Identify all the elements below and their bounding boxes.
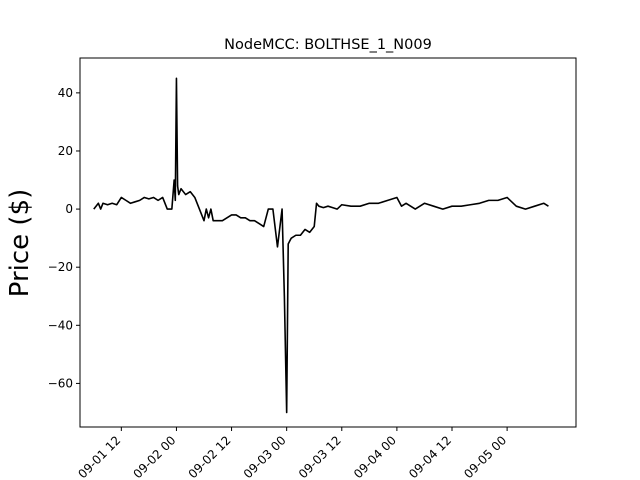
y-tick-label: −20 xyxy=(48,260,73,274)
y-tick-label: −60 xyxy=(48,376,73,390)
x-axis: 09-01 12 09-02 00 09-02 12 09-03 00 09-03 12… xyxy=(75,427,509,480)
y-tick-label: 20 xyxy=(58,144,73,158)
y-axis: 40 20 0 −20 −40 −60 xyxy=(48,86,80,390)
x-tick-label: 09-04 12 xyxy=(406,433,454,480)
x-tick-label: 09-03 12 xyxy=(296,433,344,480)
y-tick-label: −40 xyxy=(48,318,73,332)
x-tick-label: 09-03 00 xyxy=(241,433,289,480)
x-tick-label: 09-04 00 xyxy=(351,433,399,480)
chart-title: NodeMCC: BOLTHSE_1_N009 xyxy=(224,37,432,53)
y-tick-label: 0 xyxy=(65,202,73,216)
x-tick-label: 09-02 12 xyxy=(186,433,234,480)
x-tick-label: 09-02 00 xyxy=(131,433,179,480)
plot-area xyxy=(93,77,549,414)
y-axis-label: Price ($) xyxy=(5,189,35,298)
plot-frame xyxy=(79,57,577,428)
x-tick-label: 09-05 00 xyxy=(461,433,509,480)
y-tick-label: 40 xyxy=(58,86,73,100)
series-line-0 xyxy=(93,77,549,414)
x-tick-label: 09-01 12 xyxy=(75,433,123,480)
